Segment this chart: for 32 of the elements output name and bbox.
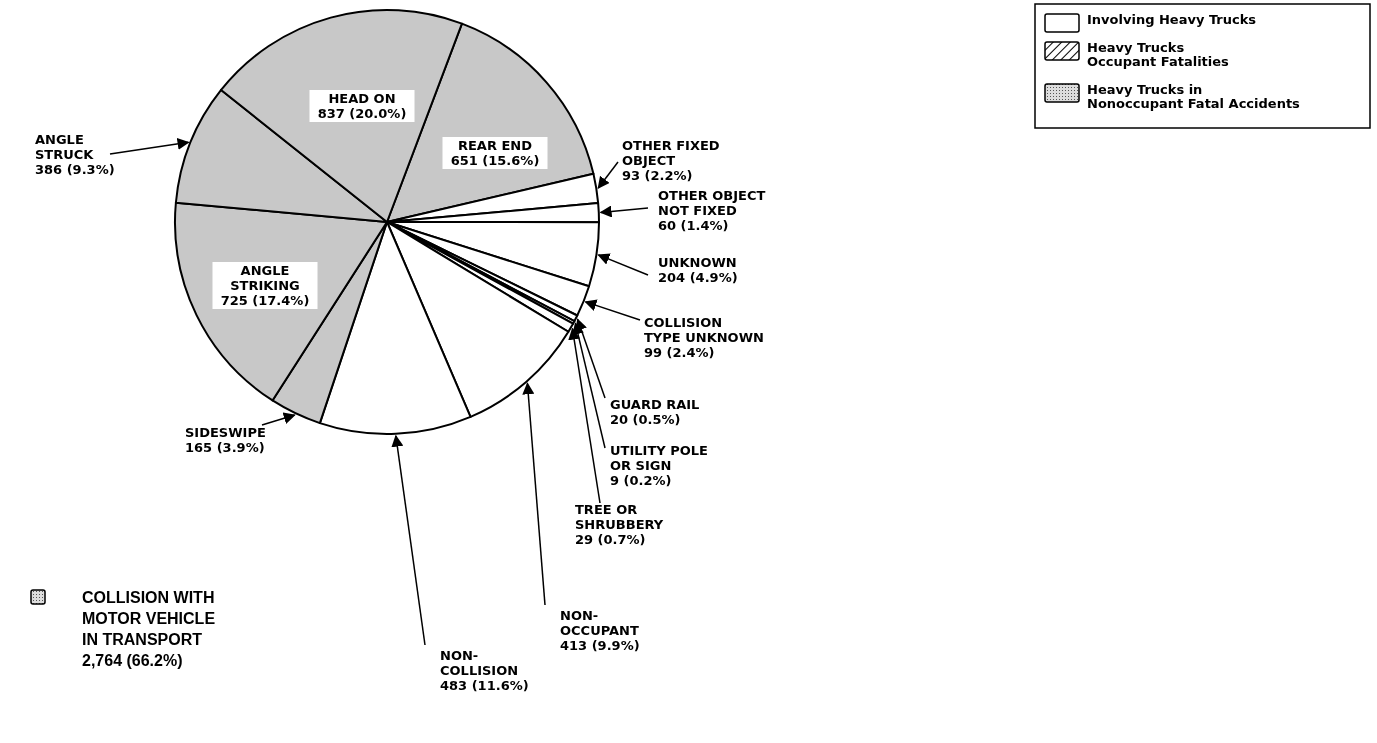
data-label: 413 (9.9%) (560, 638, 640, 653)
slice-label: HEAD ON (328, 91, 396, 106)
data-label: 837 (20.0%) (317, 106, 407, 121)
slice-label: ANGLE STRUCK (35, 132, 95, 162)
slice-label: OTHER OBJECT NOT FIXED (658, 188, 766, 218)
slice-label: SIDESWIPE (185, 425, 266, 440)
slice-label: REAR END (457, 138, 533, 153)
data-label: 93 (2.2%) (622, 168, 693, 183)
slice-label: OTHER FIXED OBJECT (622, 138, 720, 168)
data-label: 20 (0.5%) (610, 412, 681, 427)
data-label: 60 (1.4%) (658, 218, 729, 233)
data-label: 204 (4.9%) (658, 270, 738, 285)
slice-label: NON-OCCUPANT (560, 608, 639, 638)
slice-label: UTILITY POLE OR SIGN (610, 443, 708, 473)
data-label: 651 (15.6%) (450, 153, 540, 168)
slice-label: ANGLE STRIKING (230, 263, 300, 293)
text: Involving Heavy Trucks (1087, 12, 1257, 27)
data-label: 725 (17.4%) (220, 293, 310, 308)
slice-label: GUARD RAIL (610, 397, 700, 412)
data-label: 386 (9.3%) (35, 162, 115, 177)
text: Heavy Trucks Occupant Fatalities (1087, 40, 1230, 69)
data-label: 165 (3.9%) (185, 440, 265, 455)
slice-label: TREE OR SHRUBBERY (575, 502, 664, 532)
text: COLLISION WITH MOTOR VEHICLE IN TRANSPORT 2,764 (66.2%) (82, 589, 216, 669)
slice-label: COLLISION TYPE UNKNOWN (644, 315, 764, 345)
data-label: 483 (11.6%) (440, 678, 529, 693)
slice-label: UNKNOWN (658, 255, 737, 270)
data-label: 9 (0.2%) (610, 473, 672, 488)
data-label: 29 (0.7%) (575, 532, 646, 547)
data-label: 99 (2.4%) (644, 345, 715, 360)
slice-label: NON-COLLISION (440, 648, 519, 678)
text: Heavy Trucks in Nonoccupant Fatal Accidents (1087, 82, 1301, 111)
